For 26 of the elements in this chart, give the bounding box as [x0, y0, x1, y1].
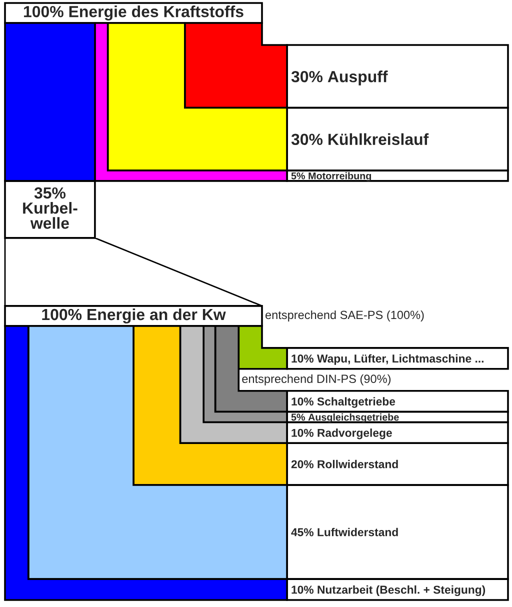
data-label: 35%	[34, 187, 66, 199]
text: entsprechend DIN-PS (90%)	[242, 374, 391, 386]
category-label: Wapu, Lüfter, Lichtmaschine ...	[316, 354, 484, 365]
category-label: Kurbel- welle	[23, 202, 78, 229]
category-label: Radvorgelege	[318, 428, 392, 440]
category-label: Luftwiderstand	[318, 528, 398, 536]
category-label: Schaltgetriebe	[317, 397, 396, 408]
data-label: 10%	[292, 586, 314, 594]
category-label: Rollwiderstand	[318, 460, 398, 468]
text: 100% Energie an der Kw	[42, 308, 226, 324]
category-label: Nutzarbeit (Beschl. + Steigung)	[318, 585, 486, 596]
text: entsprechend SAE-PS (100%)	[266, 310, 424, 322]
data-label: 10%	[292, 397, 314, 406]
category-label: Ausgleichsgetriebe	[308, 413, 399, 423]
data-label: 10%	[292, 354, 314, 363]
data-label: 45%	[291, 528, 314, 536]
text: 100% Energie des Kraftstoffs	[24, 6, 244, 20]
data-label: 30%	[291, 70, 323, 82]
category-label: Motorreibung	[308, 172, 372, 182]
data-label: 5%	[291, 172, 306, 180]
data-label: 30%	[291, 134, 323, 146]
data-label: 10%	[292, 428, 314, 437]
data-label: 20%	[291, 460, 314, 468]
data-label: 5%	[291, 414, 306, 421]
category-label: Kühlkreislauf	[328, 133, 429, 146]
category-label: Auspuff	[328, 70, 388, 86]
